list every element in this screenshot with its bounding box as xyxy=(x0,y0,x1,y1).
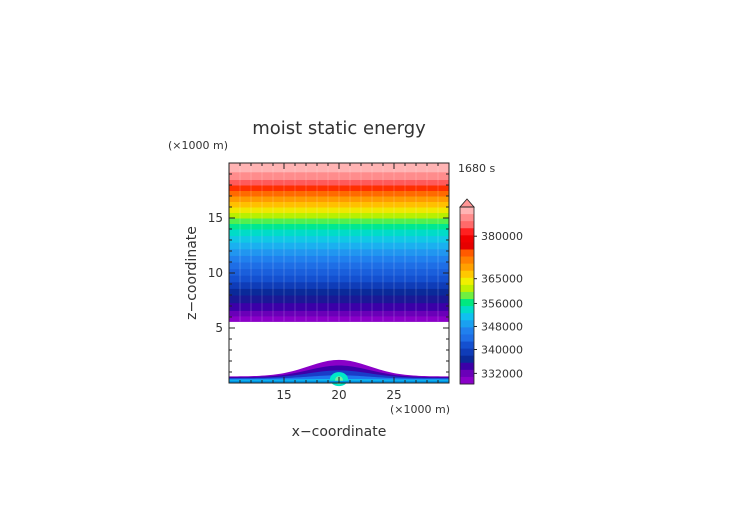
colorbar-swatch xyxy=(460,327,474,335)
mse-band-11 xyxy=(229,242,449,250)
colorbar-label: 332000 xyxy=(481,367,523,380)
mse-band-12 xyxy=(229,235,449,243)
colorbar-swatch xyxy=(460,277,474,286)
colorbar-label: 340000 xyxy=(481,343,523,356)
colorbar-label: 380000 xyxy=(481,230,523,243)
mse-band-7 xyxy=(229,268,449,276)
mse-band-17 xyxy=(229,207,449,213)
mse-band-0 xyxy=(229,315,449,322)
y-tick-label: 5 xyxy=(215,321,223,335)
y-tick-label: 15 xyxy=(208,211,223,225)
mse-band-21 xyxy=(229,185,449,191)
x-tick-label: 15 xyxy=(276,388,291,402)
colorbar-swatch xyxy=(460,320,474,328)
colorbar-swatch xyxy=(460,284,474,293)
colorbar-label: 356000 xyxy=(481,297,523,310)
chart-title: moist static energy xyxy=(252,118,426,139)
x-tick-label: 20 xyxy=(331,388,346,402)
y-axis-ticks: 5 10 15 xyxy=(208,173,449,373)
mse-band-16 xyxy=(229,212,449,219)
mse-band-22 xyxy=(229,179,449,186)
mse-band-1 xyxy=(229,310,449,317)
mse-band-5 xyxy=(229,281,449,289)
colorbar-swatch xyxy=(460,263,474,272)
mse-band-3 xyxy=(229,295,449,304)
colorbar-swatch xyxy=(460,249,474,257)
colorbar-swatch xyxy=(460,214,474,222)
mse-band-15 xyxy=(229,218,449,224)
x-axis-unit: (×1000 m) xyxy=(390,403,450,416)
x-axis-ticks: 15 20 25 xyxy=(239,163,439,402)
x-axis-label: x−coordinate xyxy=(292,424,387,440)
mse-band-14 xyxy=(229,223,449,230)
y-axis-unit: (×1000 m) xyxy=(168,139,228,152)
mse-band-23 xyxy=(229,171,449,180)
mse-band-10 xyxy=(229,248,449,256)
colorbar-swatch xyxy=(460,376,474,385)
mse-band-19 xyxy=(229,196,449,202)
mse-band-6 xyxy=(229,275,449,283)
mse-band-8 xyxy=(229,262,449,270)
colorbar-swatch xyxy=(460,235,474,243)
mse-band-18 xyxy=(229,201,449,208)
colorbar-swatch xyxy=(460,291,474,300)
colorbar-swatch xyxy=(460,313,474,321)
colorbar-swatch xyxy=(460,270,474,279)
colorbar-swatch xyxy=(460,221,474,229)
colorbar-swatch xyxy=(460,228,474,236)
y-tick-label: 10 xyxy=(208,266,223,280)
mse-band-4 xyxy=(229,288,449,296)
mse-band-20 xyxy=(229,190,449,197)
mse-band-13 xyxy=(229,229,449,237)
colorbar-swatch xyxy=(460,334,474,342)
colorbar-swatch xyxy=(460,306,474,314)
colorbar-swatch xyxy=(460,256,474,265)
colorbar-extend-arrow xyxy=(459,198,475,208)
colorbar: 380000 365000 356000 348000 340000 332000 xyxy=(459,198,523,385)
mse-band-2 xyxy=(229,302,449,311)
colorbar-frame xyxy=(459,206,475,385)
y-axis-label: z−coordinate xyxy=(184,226,200,320)
colorbar-swatch xyxy=(460,362,474,371)
colorbar-swatch xyxy=(460,299,474,307)
mse-band-9 xyxy=(229,255,449,263)
colorbar-swatch xyxy=(460,207,474,215)
colorbar-label: 365000 xyxy=(481,273,523,286)
colorbar-swatch xyxy=(460,341,474,349)
x-tick-label: 25 xyxy=(386,388,401,402)
colorbar-swatch xyxy=(460,242,474,250)
time-label: 1680 s xyxy=(458,162,495,175)
plot-area xyxy=(229,163,449,387)
colorbar-label: 348000 xyxy=(481,320,523,333)
colorbar-swatch xyxy=(460,348,474,357)
colorbar-swatch xyxy=(460,355,474,364)
colorbar-swatch xyxy=(460,369,474,378)
